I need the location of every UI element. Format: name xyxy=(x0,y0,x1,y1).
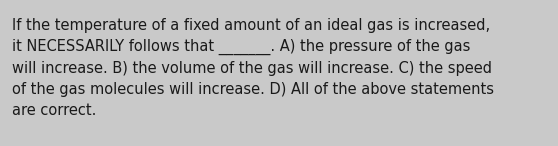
Text: If the temperature of a fixed amount of an ideal gas is increased,
it NECESSARIL: If the temperature of a fixed amount of … xyxy=(12,18,494,118)
